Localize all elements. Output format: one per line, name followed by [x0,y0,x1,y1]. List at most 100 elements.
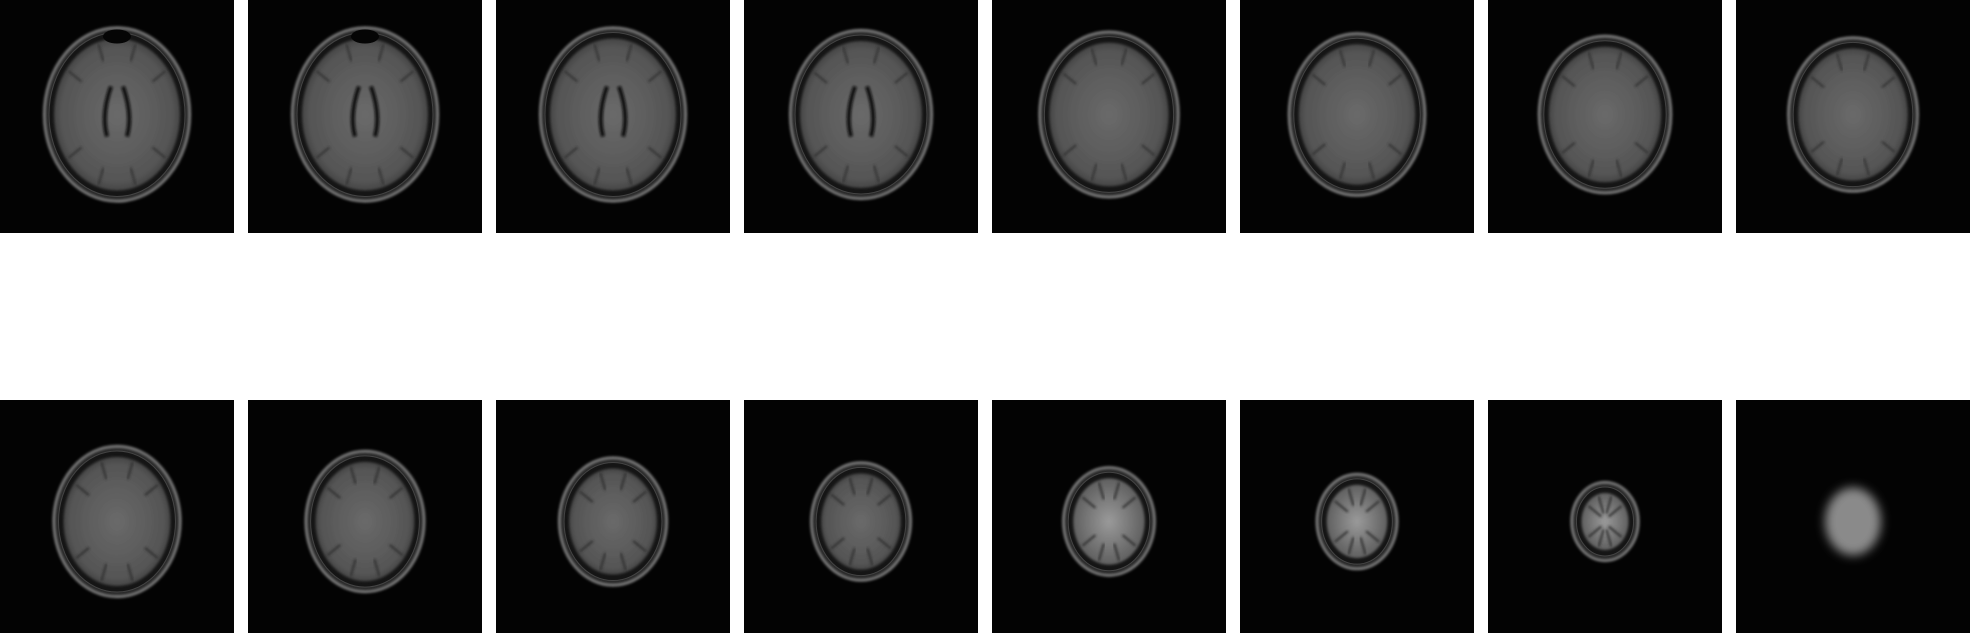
sulcus [1347,488,1355,506]
sulcus [75,483,90,497]
sulcus [1608,505,1623,518]
mri-slice [248,0,482,233]
sulcus [599,472,607,491]
sulcus [830,537,845,550]
sulcus [1090,163,1098,182]
sulcus [1561,75,1576,88]
sulcus [151,146,167,159]
mri-slice [744,0,978,233]
sulcus [593,43,601,62]
sulcus [97,43,105,62]
sulcus [563,146,579,159]
mri-slice [744,400,978,633]
sulcus [1615,51,1623,70]
mri-slice [992,0,1226,233]
sulcus [619,552,627,571]
sulcus [1863,158,1870,176]
sulcus [1615,159,1623,178]
sulcus [326,544,342,557]
sulcus [873,165,880,183]
sulcus [1120,163,1128,182]
mri-slice [496,0,730,233]
sulcus [1334,530,1349,543]
sulcus [1359,537,1367,555]
sulcus [1863,53,1870,71]
sulcus [1081,496,1097,509]
sulcus [579,490,594,503]
sulcus [1388,73,1403,86]
sulcus [129,43,137,62]
mri-slice [248,400,482,633]
sulcus [894,145,909,158]
sulcus [373,466,381,485]
mri-slice [1488,0,1722,233]
mri-slice [496,400,730,633]
sulcus [67,146,83,159]
sulcus [1597,529,1605,547]
sulcus [345,167,353,186]
sulcus [873,46,880,64]
sulcus [1090,47,1098,66]
sulcus [1347,537,1355,555]
sulcus [1605,496,1613,514]
sulcus [1881,140,1896,153]
sulcus [1365,500,1380,513]
sulcus [1338,162,1346,180]
sulcus [151,70,167,83]
sulcus [126,563,134,582]
mri-slice [0,0,234,233]
sulcus [1634,141,1649,154]
sulcus [619,472,627,491]
sulcus [1121,534,1137,547]
sulcus [75,546,90,560]
sulcus [1097,543,1105,561]
sulcus [345,43,353,62]
sulcus [866,547,874,566]
sulcus [1062,144,1077,157]
sulcus [1597,496,1605,514]
ventricle [102,85,132,138]
mri-slice [1240,400,1474,633]
sulcus [563,70,579,83]
sulcus [579,540,594,553]
sulcus [373,558,381,577]
mri-slice [992,400,1226,633]
ventricle [846,85,876,138]
sulcus [647,146,663,159]
sulcus [625,167,633,186]
sulcus [1365,530,1380,543]
sulcus [848,477,856,496]
ventricle [598,85,628,138]
sulcus [349,558,357,577]
sulcus [315,146,331,159]
sulcus [67,70,83,83]
sulcus [1338,49,1346,67]
sulcus [349,466,357,485]
sulcus [877,537,892,550]
sulcus [1359,488,1367,506]
sulcus [399,146,415,159]
sulcus [647,70,663,83]
sulcus [1121,496,1137,509]
sulcus [126,461,134,480]
sulcus [1311,73,1326,86]
sulcus [1368,162,1376,180]
sulcus [1141,144,1156,157]
sulcus [1311,143,1326,156]
sulcus [894,71,909,84]
sulcus [1062,72,1077,85]
sulcus [1587,51,1595,70]
sulcus [1120,47,1128,66]
sulcus [1608,525,1623,538]
sulcus [377,43,385,62]
sulcus [100,563,108,582]
mri-slice [0,400,234,633]
sulcus [877,493,892,506]
sulcus [1881,76,1896,89]
brain-blob [1825,487,1881,556]
sulcus [842,165,849,183]
sulcus [1113,543,1121,561]
sulcus [1587,505,1602,518]
sulcus [1113,482,1121,500]
